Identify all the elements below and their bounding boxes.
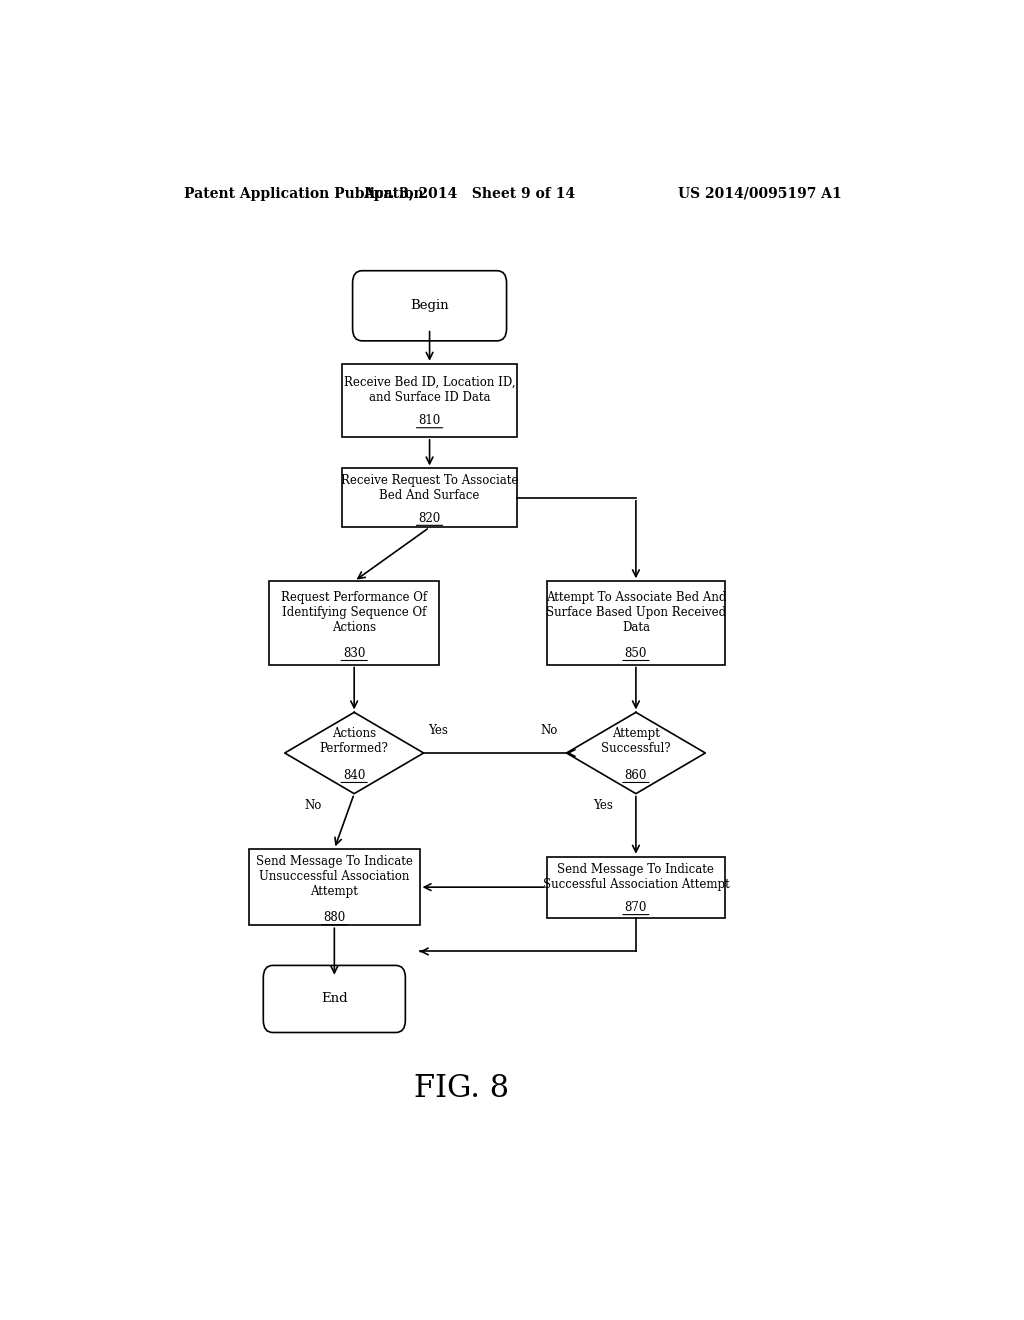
Text: Apr. 3, 2014   Sheet 9 of 14: Apr. 3, 2014 Sheet 9 of 14 [364,187,575,201]
Polygon shape [566,713,706,793]
Text: Yes: Yes [428,725,447,737]
Bar [342,469,517,528]
Text: Yes: Yes [593,800,612,812]
Text: 820: 820 [419,512,440,525]
Text: No: No [304,800,322,812]
Polygon shape [285,713,424,793]
Text: No: No [541,725,558,737]
FancyBboxPatch shape [263,965,406,1032]
Text: 830: 830 [343,647,366,660]
Text: 860: 860 [625,768,647,781]
Text: 870: 870 [625,902,647,913]
Bar [249,849,420,925]
Bar [547,857,725,917]
Text: Request Performance Of
Identifying Sequence Of
Actions: Request Performance Of Identifying Seque… [282,591,427,634]
Text: 810: 810 [419,414,440,428]
Text: Attempt To Associate Bed And
Surface Based Upon Received
Data: Attempt To Associate Bed And Surface Bas… [546,591,726,634]
Text: Send Message To Indicate
Unsuccessful Association
Attempt: Send Message To Indicate Unsuccessful As… [256,855,413,899]
Text: 850: 850 [625,647,647,660]
Text: Send Message To Indicate
Successful Association Attempt: Send Message To Indicate Successful Asso… [543,863,729,891]
Text: End: End [321,993,348,1006]
Text: Receive Bed ID, Location ID,
and Surface ID Data: Receive Bed ID, Location ID, and Surface… [344,376,515,404]
Bar [342,364,517,437]
Text: Actions
Performed?: Actions Performed? [319,727,389,755]
Text: Receive Request To Associate
Bed And Surface: Receive Request To Associate Bed And Sur… [341,474,518,502]
Text: FIG. 8: FIG. 8 [414,1073,509,1104]
Bar [269,581,439,664]
Text: 880: 880 [324,911,345,924]
Text: Attempt
Successful?: Attempt Successful? [601,727,671,755]
FancyBboxPatch shape [352,271,507,341]
Text: US 2014/0095197 A1: US 2014/0095197 A1 [679,187,842,201]
Text: 840: 840 [343,768,366,781]
Text: Patent Application Publication: Patent Application Publication [183,187,423,201]
Text: Begin: Begin [411,300,449,313]
Bar [547,581,725,664]
